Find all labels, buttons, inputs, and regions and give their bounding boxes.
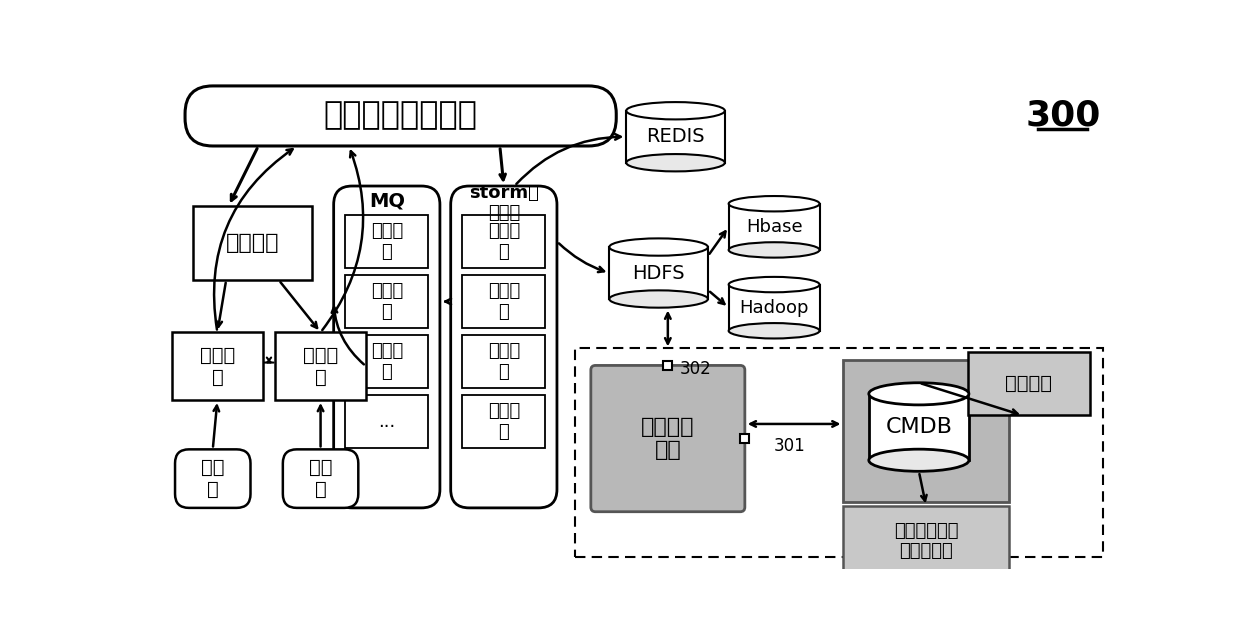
FancyBboxPatch shape xyxy=(450,186,557,508)
Bar xyxy=(740,434,749,443)
FancyBboxPatch shape xyxy=(590,366,745,512)
Text: 数据存
储: 数据存 储 xyxy=(487,222,520,261)
Ellipse shape xyxy=(729,196,820,212)
FancyBboxPatch shape xyxy=(334,186,440,508)
Text: 配置中心: 配置中心 xyxy=(226,233,279,253)
Text: 监控处
理: 监控处 理 xyxy=(487,342,520,381)
Bar xyxy=(463,396,546,448)
Bar xyxy=(463,275,546,328)
Text: 301: 301 xyxy=(774,436,805,454)
FancyBboxPatch shape xyxy=(283,449,358,508)
Ellipse shape xyxy=(609,290,708,308)
Text: 日志处
理: 日志处 理 xyxy=(487,402,520,441)
Bar xyxy=(575,348,1102,557)
Bar xyxy=(275,332,366,400)
Text: 采集探
针: 采集探 针 xyxy=(200,346,236,387)
Ellipse shape xyxy=(626,102,725,119)
Ellipse shape xyxy=(869,383,968,405)
Text: 302: 302 xyxy=(680,360,712,378)
Bar xyxy=(172,332,263,400)
Bar xyxy=(729,204,820,250)
Text: storm分
析集群: storm分 析集群 xyxy=(469,183,538,222)
Bar xyxy=(843,506,1009,576)
Bar xyxy=(729,284,820,331)
Bar xyxy=(463,335,546,388)
Ellipse shape xyxy=(869,449,968,472)
Text: 资源管理: 资源管理 xyxy=(1006,374,1053,394)
Bar xyxy=(869,394,968,460)
Ellipse shape xyxy=(729,323,820,339)
Bar xyxy=(843,360,1009,502)
Text: 300: 300 xyxy=(1025,98,1101,132)
FancyBboxPatch shape xyxy=(175,449,250,508)
Text: ...: ... xyxy=(378,413,396,431)
Text: Hadoop: Hadoop xyxy=(739,298,808,317)
Bar xyxy=(345,335,428,388)
Bar xyxy=(968,352,1090,415)
Text: 统计分
析: 统计分 析 xyxy=(487,282,520,321)
Bar xyxy=(345,396,428,448)
Text: CMDB: CMDB xyxy=(885,417,952,437)
Text: 采集探
针: 采集探 针 xyxy=(303,346,339,387)
Text: 流量采集管理平台: 流量采集管理平台 xyxy=(324,100,477,132)
Text: 资源接口
模块: 资源接口 模块 xyxy=(641,417,694,460)
Bar xyxy=(609,247,708,299)
Ellipse shape xyxy=(626,154,725,171)
Ellipse shape xyxy=(729,242,820,258)
Text: 监控路
由: 监控路 由 xyxy=(371,282,403,321)
Ellipse shape xyxy=(609,238,708,256)
Bar xyxy=(345,275,428,328)
Text: MQ: MQ xyxy=(368,192,404,211)
Bar xyxy=(463,215,546,268)
Text: 交换
机: 交换 机 xyxy=(309,458,332,499)
Text: REDIS: REDIS xyxy=(646,127,704,146)
Bar xyxy=(192,206,312,280)
Text: 消息路
由: 消息路 由 xyxy=(371,222,403,261)
Text: Hbase: Hbase xyxy=(745,218,802,236)
Bar xyxy=(345,215,428,268)
Text: 资源入库及冗
余关系解除: 资源入库及冗 余关系解除 xyxy=(894,521,959,560)
Ellipse shape xyxy=(729,277,820,292)
Text: 交换
机: 交换 机 xyxy=(201,458,224,499)
Bar xyxy=(663,361,672,370)
Text: HDFS: HDFS xyxy=(632,263,684,282)
FancyBboxPatch shape xyxy=(185,86,616,146)
Text: 日志路
由: 日志路 由 xyxy=(371,342,403,381)
Bar xyxy=(626,111,725,163)
